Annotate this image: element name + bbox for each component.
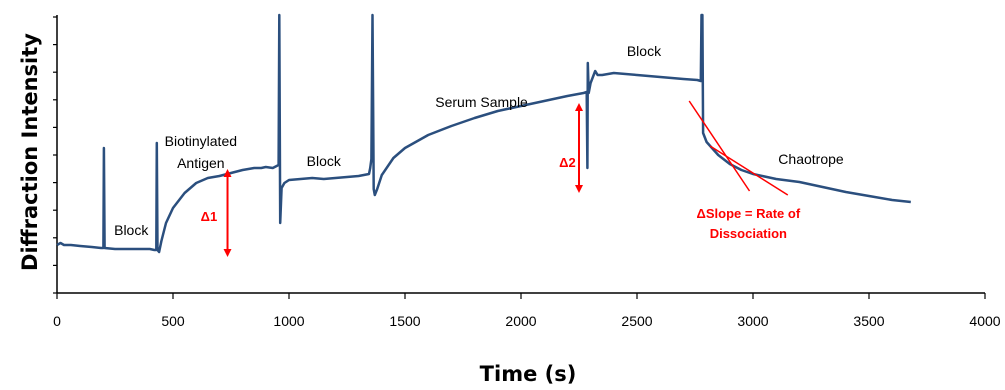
annotation-label: Δ1 xyxy=(201,209,218,224)
annotation-label: Δ2 xyxy=(559,155,576,170)
annotation-label: Antigen xyxy=(177,155,224,171)
series-layer xyxy=(56,13,911,254)
x-tick-label: 4000 xyxy=(969,313,1000,329)
x-tick-label: 0 xyxy=(53,313,61,329)
x-tick-label: 1000 xyxy=(273,313,304,329)
annotation-label: Serum Sample xyxy=(435,94,528,110)
annotation-label: Biotinylated xyxy=(165,133,237,149)
annotation-label: Block xyxy=(114,222,149,238)
x-axis-title: Time (s) xyxy=(480,362,577,386)
x-tick-label: 3500 xyxy=(853,313,884,329)
x-tick-label: 3000 xyxy=(737,313,768,329)
annotation-label: Chaotrope xyxy=(778,151,844,167)
axes: 0 500 1000 1500 2000 2500 3000 3500 4000 xyxy=(53,15,1001,329)
slope-line xyxy=(688,100,751,192)
annotation-label: Block xyxy=(307,153,342,169)
slope-line xyxy=(709,145,789,196)
y-axis-title: Diffraction Intensity xyxy=(18,33,42,271)
x-tick-label: 2500 xyxy=(621,313,652,329)
series-line xyxy=(56,13,911,254)
annotation-label: ΔSlope = Rate of xyxy=(697,206,801,221)
x-tick-label: 500 xyxy=(161,313,185,329)
x-tick-label: 2000 xyxy=(505,313,536,329)
annotation-label: Block xyxy=(627,43,662,59)
annotation-layer: Block Biotinylated Antigen Block Serum Sampl… xyxy=(114,43,844,257)
annotation-label: Dissociation xyxy=(710,226,787,241)
x-tick-label: 1500 xyxy=(389,313,420,329)
